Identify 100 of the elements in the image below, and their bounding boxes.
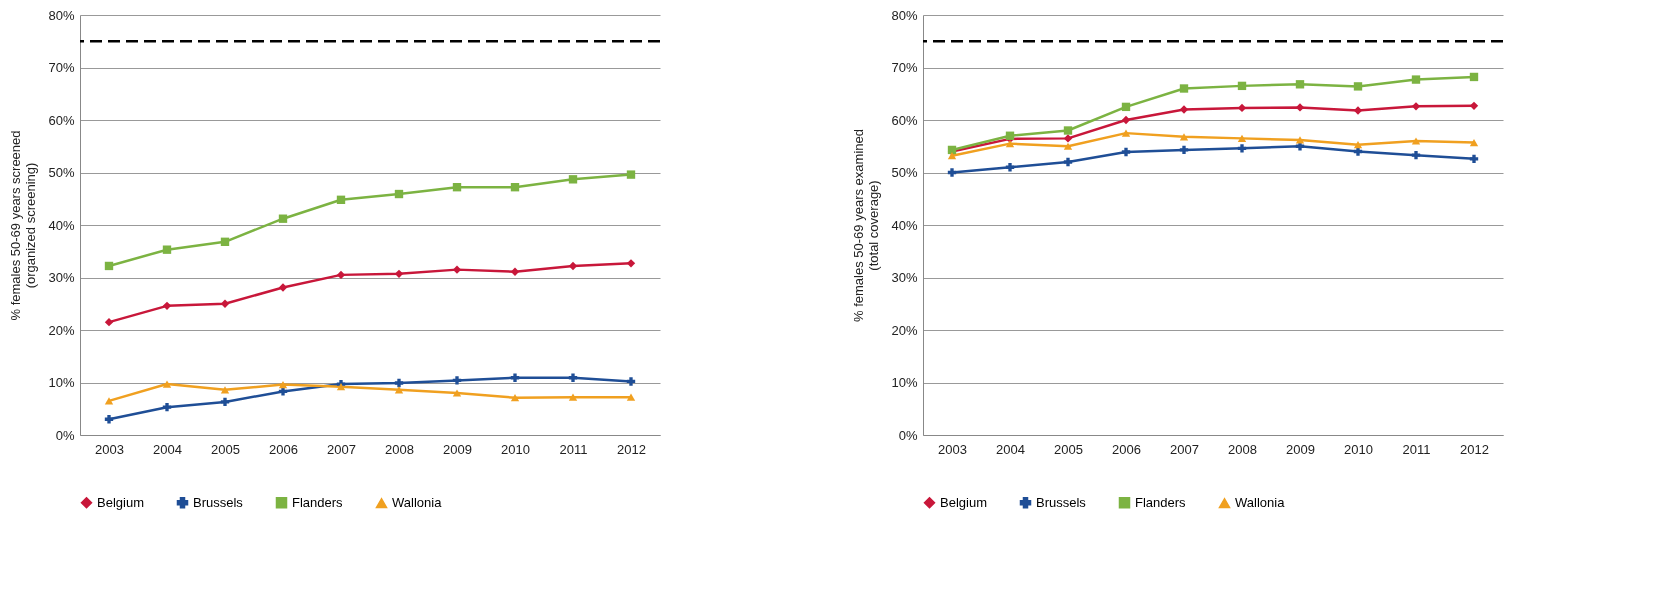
x-tick-label: 2011: [559, 441, 588, 457]
x-tick-label: 2012: [617, 441, 646, 457]
point: [1411, 75, 1421, 84]
y-tick-label: 50%: [48, 165, 75, 180]
x-tick-label: 2009: [1286, 441, 1315, 457]
point: [1469, 154, 1479, 164]
point: [510, 373, 520, 382]
x-tick-label: 2007: [1170, 441, 1199, 457]
point: [510, 267, 520, 276]
point: [104, 317, 114, 327]
x-tick-label: 2012: [1460, 441, 1489, 457]
x-tick-label: 2003: [95, 441, 124, 457]
point: [452, 183, 462, 192]
x-tick-label: 2007: [327, 441, 356, 457]
y-tick-label: 80%: [891, 7, 918, 23]
point: [278, 380, 288, 389]
point: [452, 376, 462, 385]
point: [1179, 133, 1189, 141]
point: [1179, 145, 1189, 155]
legend-label: Wallonia: [1235, 495, 1286, 511]
point: [568, 373, 578, 382]
x-tick-label: 2009: [443, 441, 472, 457]
point: [452, 389, 462, 397]
point: [1179, 105, 1189, 114]
point: [1179, 84, 1189, 93]
y-tick-label: 30%: [48, 270, 75, 285]
point: [1295, 80, 1305, 89]
legend-label: Brussels: [1036, 494, 1087, 510]
y-tick-label: 80%: [48, 7, 75, 23]
point: [220, 397, 230, 407]
point: [1469, 101, 1479, 111]
y-axis-title: % females 50-69 years examined (total coverage): [851, 129, 882, 322]
y-tick-label: 20%: [891, 322, 918, 338]
y-tick-label: 70%: [891, 60, 918, 75]
point: [162, 301, 172, 311]
point: [1411, 102, 1421, 111]
point: [1121, 129, 1131, 137]
legend-label: Wallonia: [392, 495, 443, 511]
point: [162, 402, 172, 412]
point: [394, 189, 404, 199]
legend-label: Belgium: [97, 494, 144, 510]
x-tick-label: 2011: [1402, 441, 1431, 457]
point: [1121, 115, 1131, 125]
y-tick-label: 10%: [48, 375, 75, 390]
point: [220, 237, 230, 246]
x-tick-label: 2006: [269, 441, 298, 457]
x-tick-label: 2004: [153, 441, 182, 457]
point: [1005, 140, 1015, 148]
point: [626, 170, 636, 179]
legend-label: Brussels: [193, 494, 244, 510]
y-axis-title: % females 50-69 years screened (organized screening): [8, 130, 39, 321]
point: [626, 377, 636, 386]
point: [1005, 131, 1015, 140]
point: [1295, 136, 1305, 144]
x-tick-label: 2003: [938, 441, 967, 457]
x-tick-label: 2006: [1112, 441, 1141, 457]
point: [394, 378, 404, 388]
point: [336, 195, 346, 204]
point: [1411, 150, 1421, 160]
point: [1469, 72, 1479, 82]
point: [1121, 102, 1131, 112]
point: [510, 183, 520, 192]
y-tick-label: 60%: [891, 112, 918, 128]
x-tick-label: 2005: [1054, 441, 1083, 457]
y-tick-label: 40%: [891, 217, 918, 233]
point: [1063, 134, 1073, 143]
point: [1295, 103, 1305, 112]
point: [1063, 126, 1073, 135]
point: [568, 175, 578, 184]
point: [336, 270, 346, 280]
y-tick-label: 70%: [48, 60, 75, 75]
point: [162, 245, 172, 254]
point: [1353, 147, 1363, 156]
y-tick-label: 30%: [891, 270, 918, 285]
point: [1353, 82, 1363, 91]
y-tick-label: 60%: [48, 112, 75, 128]
y-tick-label: 20%: [48, 322, 75, 338]
x-tick-label: 2008: [385, 441, 414, 457]
legend-label: Flanders: [1135, 494, 1187, 510]
point: [394, 269, 404, 279]
point: [626, 393, 636, 401]
point: [1063, 157, 1073, 167]
point: [1005, 163, 1015, 172]
point: [568, 393, 578, 401]
y-tick-label: 40%: [48, 217, 75, 233]
point: [1411, 137, 1421, 145]
x-tick-label: 2010: [1344, 441, 1373, 457]
point: [278, 214, 288, 223]
x-tick-label: 2005: [211, 441, 240, 457]
point: [1353, 141, 1363, 149]
y-tick-label: 0%: [55, 427, 75, 443]
point: [104, 261, 114, 271]
point: [336, 383, 346, 391]
x-tick-label: 2008: [1228, 441, 1257, 457]
point: [1063, 142, 1073, 150]
point: [510, 394, 520, 402]
point: [452, 265, 462, 274]
point: [1469, 138, 1479, 147]
point: [104, 415, 114, 424]
point: [278, 283, 288, 292]
